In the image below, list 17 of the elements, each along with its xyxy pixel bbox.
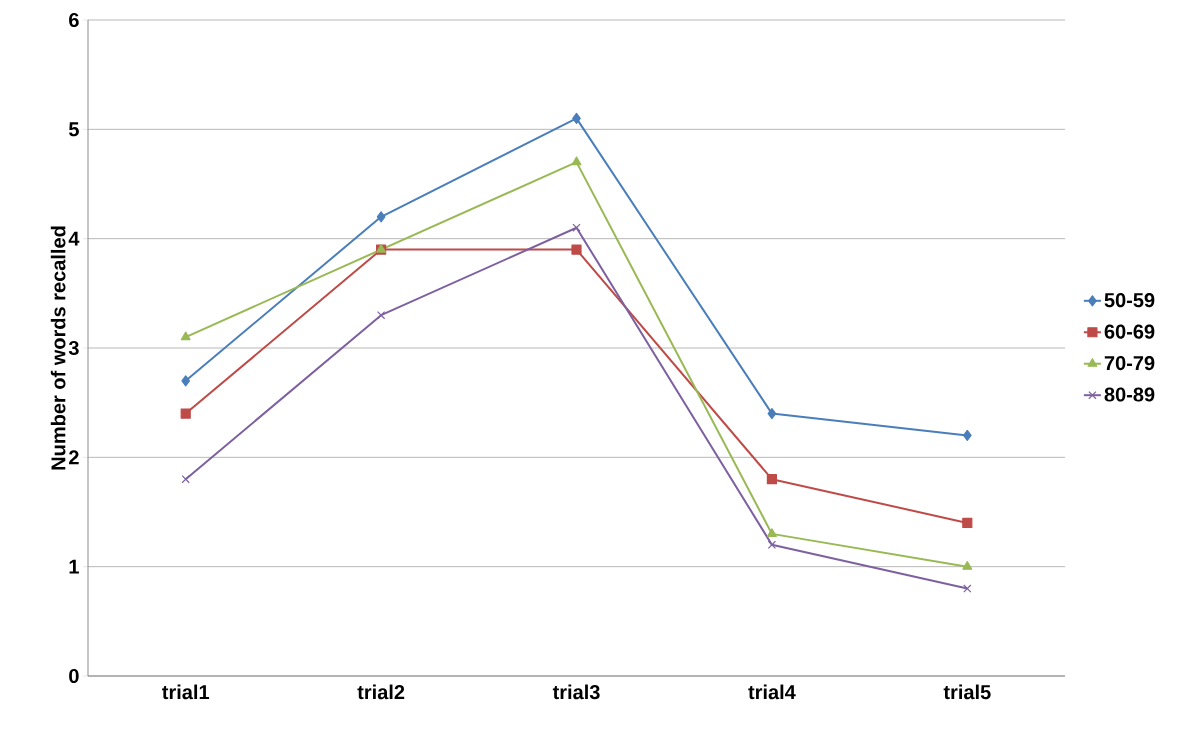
y-tick-label: 2 xyxy=(69,450,79,465)
x-tick-label: trial3 xyxy=(552,684,600,700)
legend-label: 80-89 xyxy=(1104,387,1155,402)
x-tick-label: trial1 xyxy=(162,684,210,700)
y-tick-label: 3 xyxy=(68,340,79,356)
x-tick-label: trial5 xyxy=(943,684,991,700)
y-tick-label: 5 xyxy=(68,122,79,137)
legend-label: 60-69 xyxy=(1104,324,1155,339)
y-tick-label: 6 xyxy=(69,12,79,28)
y-tick-label: 1 xyxy=(69,559,79,574)
y-tick-label: 4 xyxy=(68,231,80,246)
y-tick-label: 0 xyxy=(69,668,79,684)
x-tick-label: trial4 xyxy=(748,684,796,700)
x-tick-label: trial2 xyxy=(357,684,405,700)
legend-label: 70-79 xyxy=(1104,356,1155,371)
y-axis-title: Number of words recalled xyxy=(50,226,66,470)
legend-label: 50-59 xyxy=(1104,293,1155,308)
